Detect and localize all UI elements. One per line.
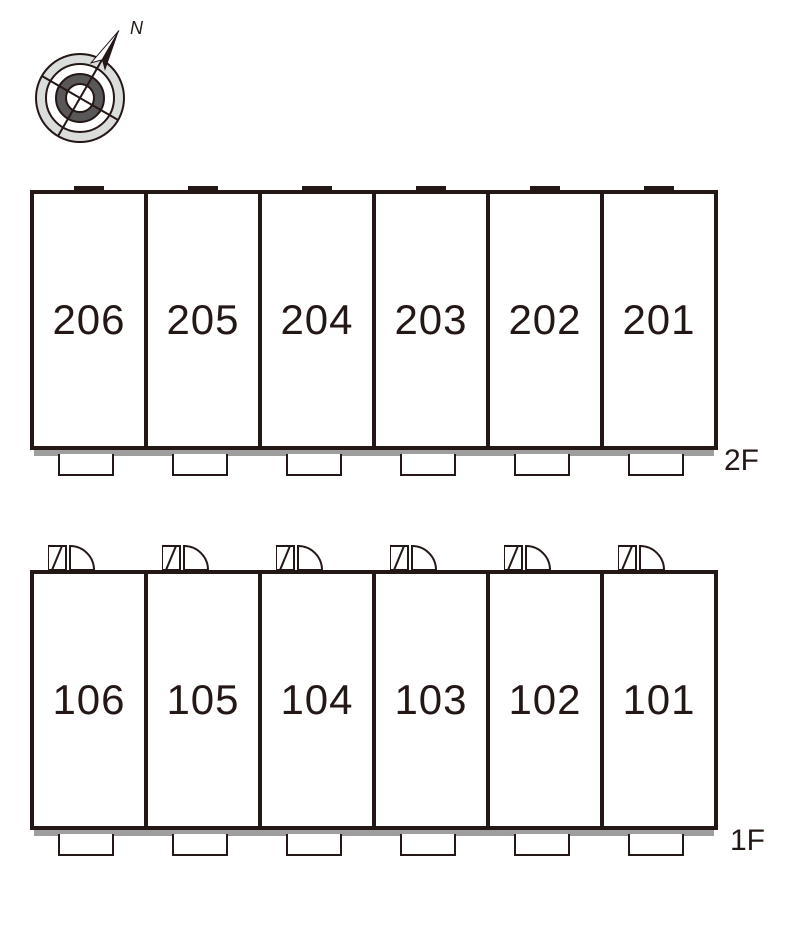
balcony bbox=[58, 454, 114, 476]
balcony bbox=[286, 454, 342, 476]
unit-label: 106 bbox=[52, 676, 125, 724]
balcony bbox=[172, 834, 228, 856]
unit-104: 104 bbox=[258, 570, 376, 830]
window-notch bbox=[74, 186, 104, 190]
floor-1-row: 106 105 104 103 102 101 bbox=[30, 570, 718, 830]
window-notch bbox=[530, 186, 560, 190]
unit-105: 105 bbox=[144, 570, 262, 830]
unit-label: 101 bbox=[622, 676, 695, 724]
unit-205: 205 bbox=[144, 190, 262, 450]
unit-103: 103 bbox=[372, 570, 490, 830]
balcony bbox=[628, 834, 684, 856]
window-notch bbox=[416, 186, 446, 190]
window-notch bbox=[302, 186, 332, 190]
unit-102: 102 bbox=[486, 570, 604, 830]
floorplan-canvas: N 206 205 204 203 202 201 2F bbox=[0, 0, 800, 940]
unit-label: 203 bbox=[394, 296, 467, 344]
balcony bbox=[286, 834, 342, 856]
unit-203: 203 bbox=[372, 190, 490, 450]
unit-106: 106 bbox=[30, 570, 148, 830]
floor-2-label: 2F bbox=[724, 444, 759, 478]
balcony-rail bbox=[34, 830, 714, 836]
floor-1-label: 1F bbox=[730, 824, 765, 858]
unit-101: 101 bbox=[600, 570, 718, 830]
compass-icon: N bbox=[18, 14, 158, 159]
unit-label: 105 bbox=[166, 676, 239, 724]
unit-label: 201 bbox=[622, 296, 695, 344]
unit-204: 204 bbox=[258, 190, 376, 450]
balcony bbox=[514, 834, 570, 856]
unit-label: 204 bbox=[280, 296, 353, 344]
floor-2-row: 206 205 204 203 202 201 bbox=[30, 190, 718, 450]
unit-label: 205 bbox=[166, 296, 239, 344]
balcony bbox=[172, 454, 228, 476]
balcony bbox=[400, 834, 456, 856]
unit-206: 206 bbox=[30, 190, 148, 450]
unit-label: 206 bbox=[52, 296, 125, 344]
unit-label: 102 bbox=[508, 676, 581, 724]
unit-label: 202 bbox=[508, 296, 581, 344]
unit-201: 201 bbox=[600, 190, 718, 450]
compass-north-label: N bbox=[130, 18, 144, 38]
window-notch bbox=[644, 186, 674, 190]
balcony bbox=[514, 454, 570, 476]
balcony bbox=[628, 454, 684, 476]
unit-label: 104 bbox=[280, 676, 353, 724]
balcony bbox=[58, 834, 114, 856]
balcony-rail bbox=[34, 450, 714, 456]
unit-202: 202 bbox=[486, 190, 604, 450]
unit-label: 103 bbox=[394, 676, 467, 724]
balcony bbox=[400, 454, 456, 476]
window-notch bbox=[188, 186, 218, 190]
